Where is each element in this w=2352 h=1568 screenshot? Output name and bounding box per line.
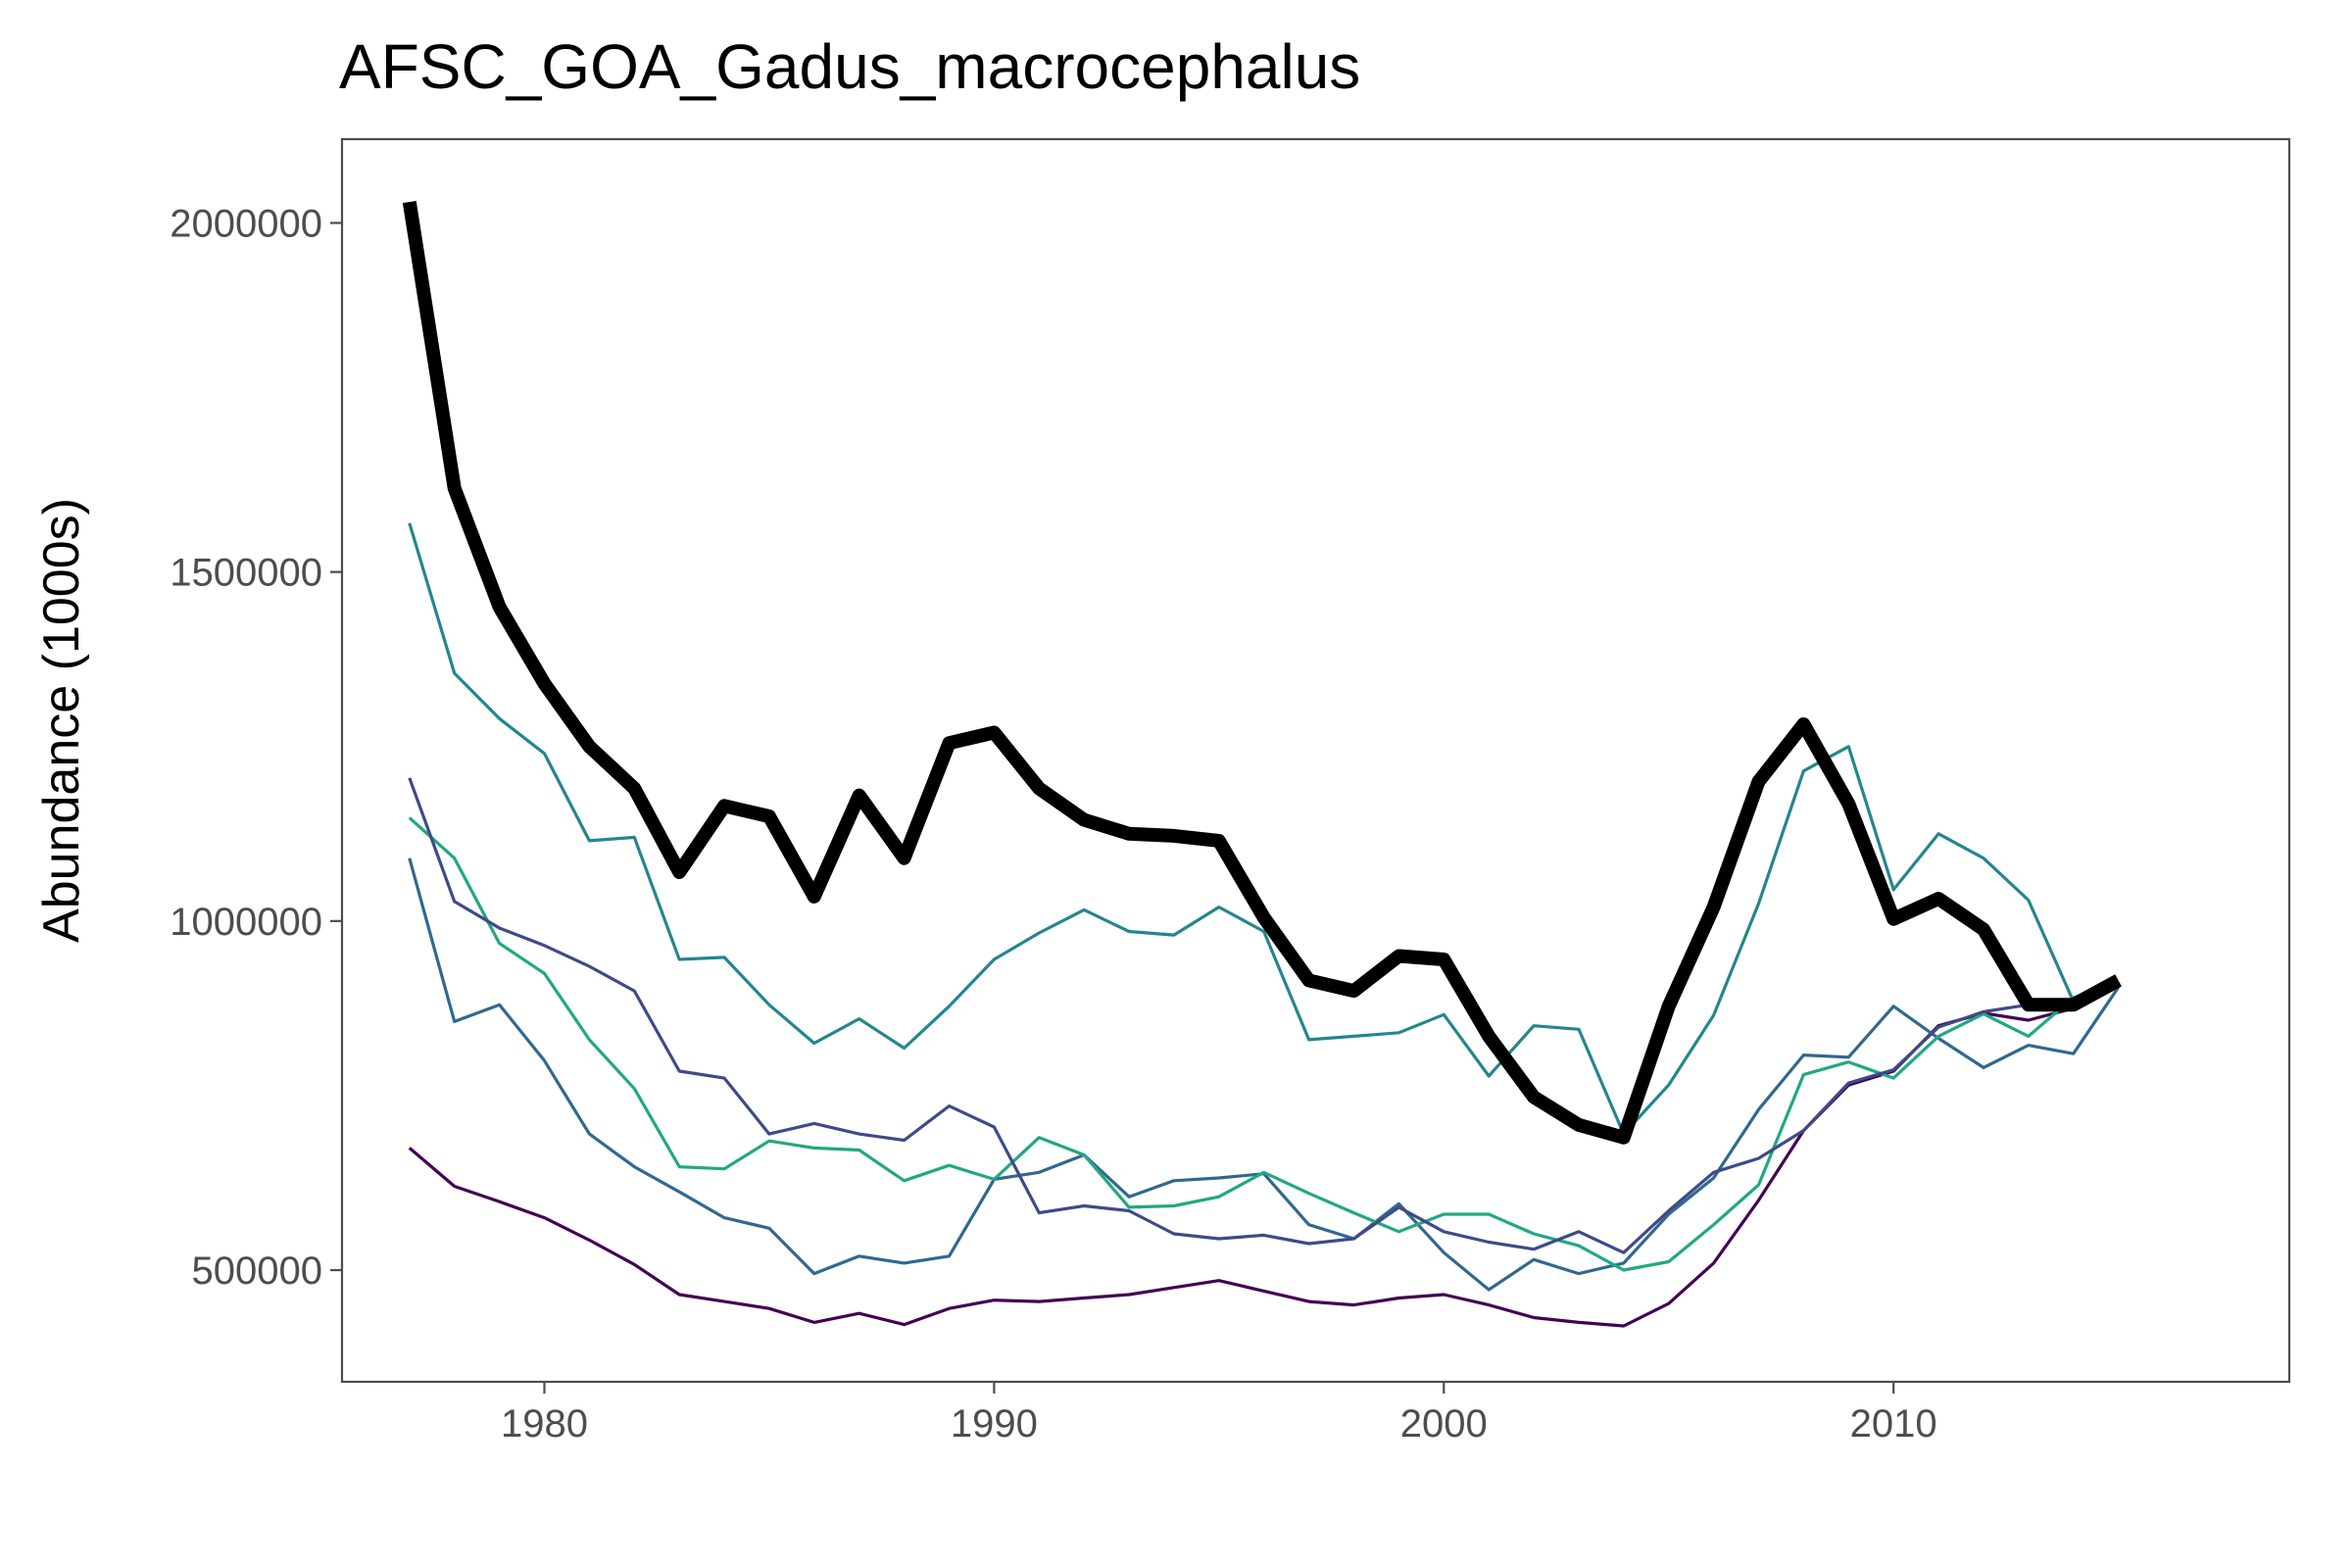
- series-line-2: [408, 522, 2120, 1136]
- y-axis: 500000 1000000 1500000 2000000: [170, 202, 342, 1293]
- x-tick-label: 2010: [1850, 1402, 1937, 1446]
- series-line-1: [402, 201, 2122, 1145]
- series-line-4: [408, 816, 2120, 1272]
- x-axis: 1980 1990 2000 2010: [501, 1382, 1937, 1446]
- series-group: [402, 201, 2122, 1328]
- x-tick-label: 1980: [501, 1402, 588, 1446]
- y-tick-label: 2000000: [170, 202, 322, 245]
- x-tick-label: 1990: [951, 1402, 1038, 1446]
- y-tick-label: 500000: [192, 1250, 322, 1293]
- y-axis-title: Abundance (1000s): [33, 498, 90, 943]
- x-tick-label: 2000: [1400, 1402, 1488, 1446]
- series-line-6: [408, 981, 2120, 1328]
- series-line-3: [408, 777, 2120, 1254]
- chart-title: AFSC_GOA_Gadus_macrocephalus: [339, 31, 1360, 102]
- y-tick-label: 1000000: [170, 901, 322, 944]
- y-tick-label: 1500000: [170, 552, 322, 595]
- plot-panel: [340, 137, 2291, 1384]
